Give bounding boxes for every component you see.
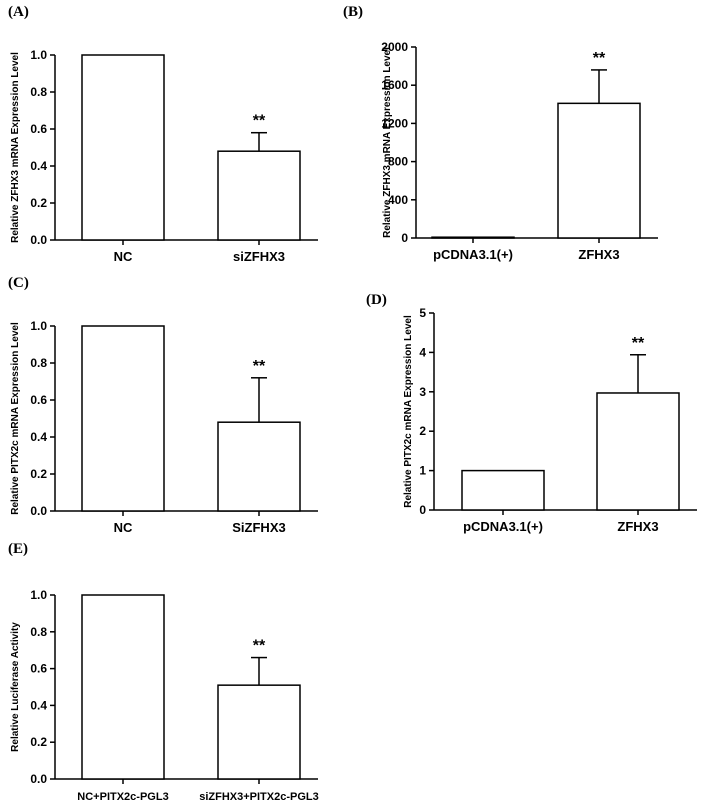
- y-axis-title: Relative PITX2c mRNA Expression Level: [403, 315, 414, 508]
- significance-label: **: [253, 358, 266, 375]
- bar-siZFHX3+PITX2c-PGL3: [217, 684, 301, 780]
- x-category-label: NC: [114, 520, 133, 535]
- chart-panel-3: (C) 0.0 0.2 0.4 0.6 0.8 1.0 Relative PITX2c mRN…: [8, 275, 318, 535]
- y-axis-title: Relative PITX2c mRNA Expression Level: [10, 322, 21, 515]
- x-category-label: pCDNA3.1(+): [463, 519, 543, 534]
- y-tick-label: 0: [401, 231, 408, 245]
- y-tick-label: 0.2: [30, 735, 47, 749]
- y-tick-label: 0.0: [30, 772, 47, 786]
- y-tick-label: 0.2: [30, 467, 47, 481]
- panel-label: (C): [8, 275, 29, 291]
- panel-label: (E): [8, 541, 28, 557]
- y-tick-label: 4: [419, 345, 426, 359]
- chart-panel-4: (D) 0 1 2 3 4 5 Relative PITX2c mRNA Expression…: [366, 292, 697, 534]
- y-tick-label: 400: [388, 193, 408, 207]
- chart-panel-1: (A) 0.0 0.2 0.4 0.6 0.8 1.0 Relative ZFHX3 mRNA…: [8, 4, 318, 264]
- bar-pCDNA3.1(+): [461, 469, 545, 511]
- bar-NC: [81, 54, 165, 241]
- y-tick-label: 0.4: [30, 159, 47, 173]
- x-category-label: SiZFHX3: [232, 520, 285, 535]
- chart-panel-5: (E) 0.0 0.2 0.4 0.6 0.8 1.0 Relative Luciferase…: [8, 541, 319, 800]
- y-tick-label: 3: [419, 385, 426, 399]
- y-axis-title: Relative Luciferase Activity: [10, 622, 21, 752]
- y-tick-label: 1.0: [30, 48, 47, 62]
- x-category-label: NC: [114, 249, 133, 264]
- significance-label: **: [632, 335, 645, 352]
- significance-label: **: [253, 638, 266, 655]
- y-tick-label: 1600: [381, 78, 408, 92]
- bar-NC: [81, 325, 165, 512]
- y-tick-label: 1.0: [30, 319, 47, 333]
- y-tick-label: 0.4: [30, 430, 47, 444]
- y-tick-label: 0.0: [30, 233, 47, 247]
- x-category-label: siZFHX3+PITX2c-PGL3: [199, 791, 319, 800]
- y-tick-label: 2000: [381, 40, 408, 54]
- panel-label: (D): [366, 292, 387, 308]
- bar-ZFHX3: [596, 392, 680, 511]
- y-tick-label: 0: [419, 503, 426, 517]
- y-tick-label: 1: [419, 464, 426, 478]
- y-axis-title: Relative ZFHX3 mRNA Expression Level: [10, 52, 21, 243]
- significance-label: **: [593, 50, 606, 67]
- x-category-label: ZFHX3: [578, 247, 619, 262]
- panel-label: (A): [8, 4, 29, 20]
- bar-ZFHX3: [557, 102, 641, 239]
- y-tick-label: 1200: [381, 116, 408, 130]
- bar-pCDNA3.1(+): [431, 236, 515, 239]
- y-tick-label: 0.0: [30, 504, 47, 518]
- y-axis-title: Relative ZFHX3 mRNA Expression Level: [382, 47, 393, 238]
- y-tick-label: 0.2: [30, 196, 47, 210]
- y-tick-label: 0.6: [30, 393, 47, 407]
- y-tick-label: 0.6: [30, 122, 47, 136]
- y-tick-label: 0.8: [30, 625, 47, 639]
- y-tick-label: 0.8: [30, 85, 47, 99]
- x-category-label: NC+PITX2c-PGL3: [77, 791, 168, 800]
- y-tick-label: 0.6: [30, 662, 47, 676]
- y-tick-label: 2: [419, 424, 426, 438]
- x-category-label: pCDNA3.1(+): [433, 247, 513, 262]
- bar-SiZFHX3: [217, 421, 301, 512]
- y-tick-label: 1.0: [30, 588, 47, 602]
- y-tick-label: 800: [388, 155, 408, 169]
- y-tick-label: 0.4: [30, 698, 47, 712]
- bar-NC+PITX2c-PGL3: [81, 594, 165, 780]
- panel-label: (B): [343, 4, 363, 20]
- y-tick-label: 0.8: [30, 356, 47, 370]
- x-category-label: siZFHX3: [233, 249, 285, 264]
- bar-siZFHX3: [217, 150, 301, 241]
- x-category-label: ZFHX3: [617, 519, 658, 534]
- y-tick-label: 5: [419, 306, 426, 320]
- significance-label: **: [253, 113, 266, 130]
